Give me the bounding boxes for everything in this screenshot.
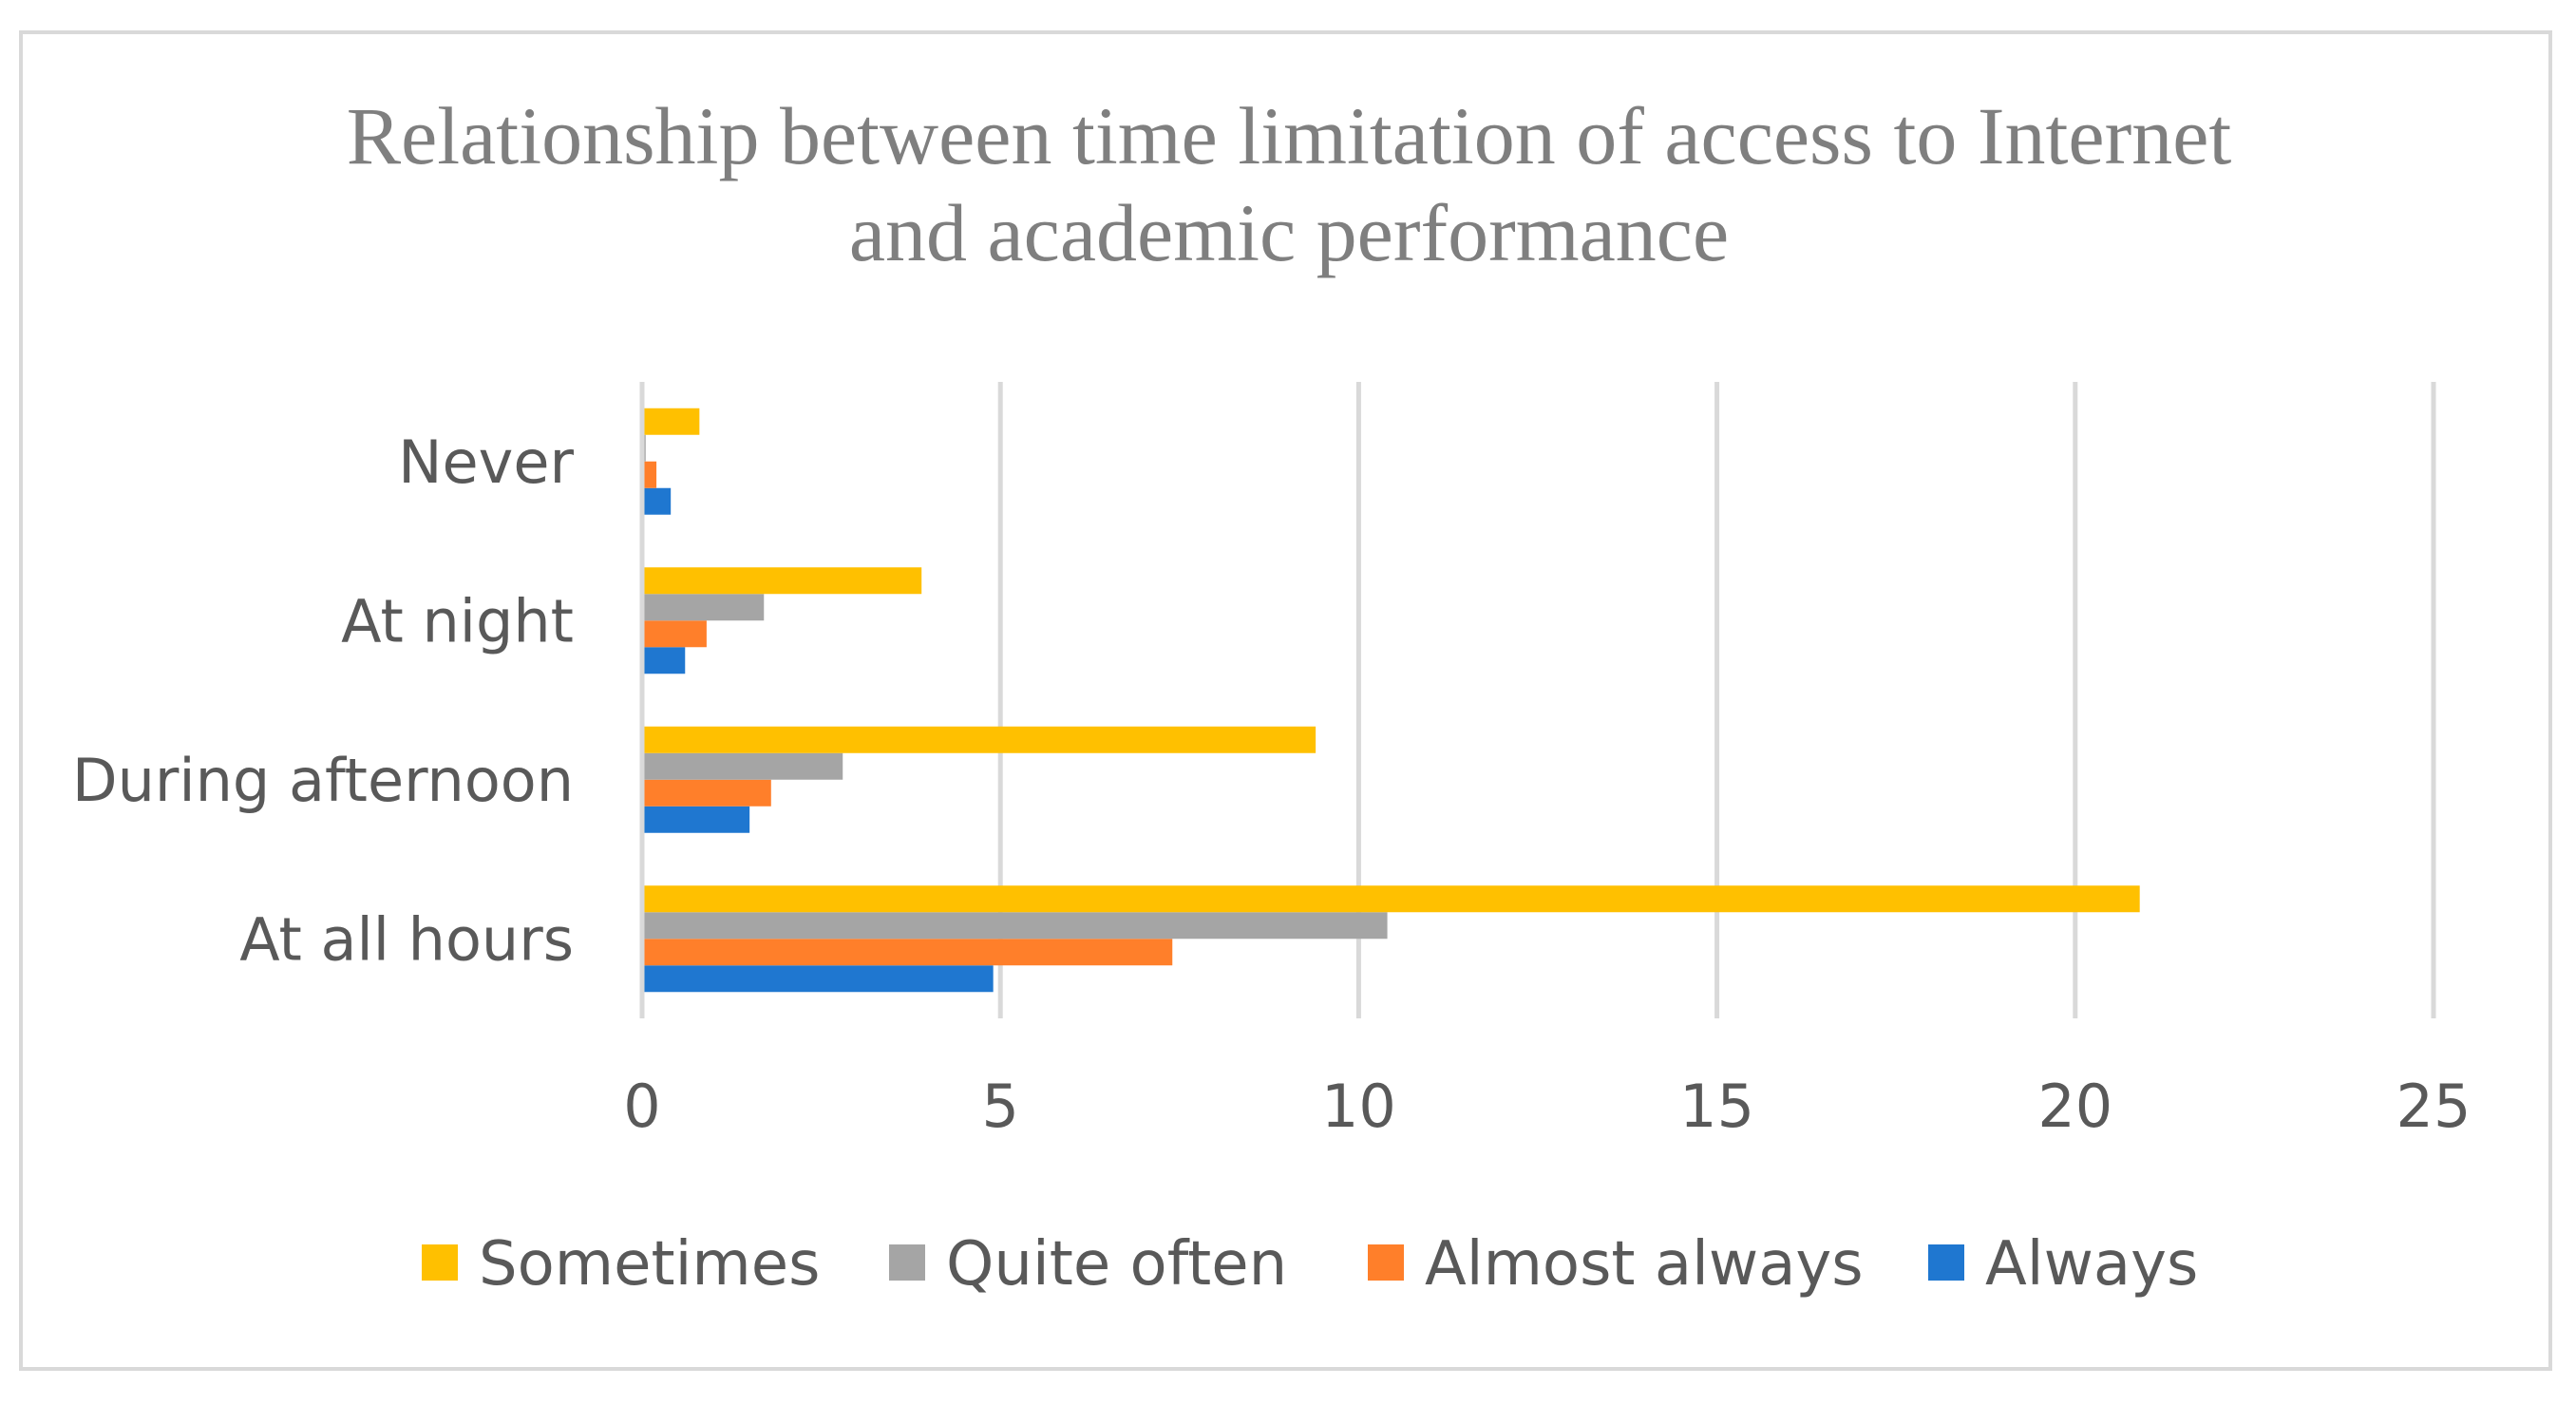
bar-always-during-afternoon: [642, 806, 750, 833]
bar-quite-often-at-all-hours: [642, 912, 1388, 940]
x-tick-label: 0: [623, 1072, 660, 1141]
x-tick-label: 10: [1321, 1072, 1396, 1141]
bar-quite-often-at-night: [642, 594, 765, 621]
category-labels: At all hours During afternoon At night Neve…: [72, 427, 575, 975]
legend-swatch: [1928, 1244, 1964, 1281]
chart-title: Relationship between time limitation of …: [347, 90, 2232, 278]
bar-always-at-all-hours: [642, 965, 994, 993]
bar-almost-always-during-afternoon: [642, 779, 771, 807]
chart-title-line: Relationship between time limitation of …: [347, 90, 2232, 181]
bar-almost-always-at-night: [642, 620, 707, 648]
bar-almost-always-never: [642, 461, 657, 488]
bar-sometimes-during-afternoon: [642, 726, 1316, 753]
x-tick-label: 15: [1679, 1072, 1754, 1141]
legend-swatch: [889, 1244, 925, 1281]
bars: [639, 382, 2140, 1018]
legend: Sometimes Quite often Almost always Always: [422, 1229, 2198, 1300]
x-tick-label: 25: [2396, 1072, 2472, 1141]
legend-swatch: [422, 1244, 458, 1281]
legend-label: Sometimes: [479, 1229, 820, 1300]
legend-label: Quite often: [946, 1229, 1287, 1300]
bar-always-never: [642, 487, 672, 515]
category-label: At all hours: [239, 904, 574, 974]
legend-label: Almost always: [1425, 1229, 1864, 1300]
x-tick-label: 5: [981, 1072, 1018, 1141]
chart-frame: [19, 30, 2552, 1371]
bar-sometimes-never: [642, 408, 700, 435]
x-tick-labels: 0 5 10 15 20 25: [623, 1072, 2471, 1141]
bar-sometimes-at-night: [642, 567, 922, 595]
category-label: At night: [341, 586, 574, 655]
bar-sometimes-at-all-hours: [642, 885, 2140, 913]
chart-title-line: and academic performance: [849, 187, 1729, 278]
bar-always-at-night: [642, 647, 686, 674]
bar-quite-often-during-afternoon: [642, 752, 843, 780]
bar-almost-always-at-all-hours: [642, 939, 1173, 966]
x-tick-label: 20: [2037, 1072, 2112, 1141]
category-label: During afternoon: [72, 746, 574, 815]
legend-label: Always: [1985, 1229, 2198, 1300]
legend-swatch: [1368, 1244, 1404, 1281]
category-label: Never: [398, 427, 574, 497]
